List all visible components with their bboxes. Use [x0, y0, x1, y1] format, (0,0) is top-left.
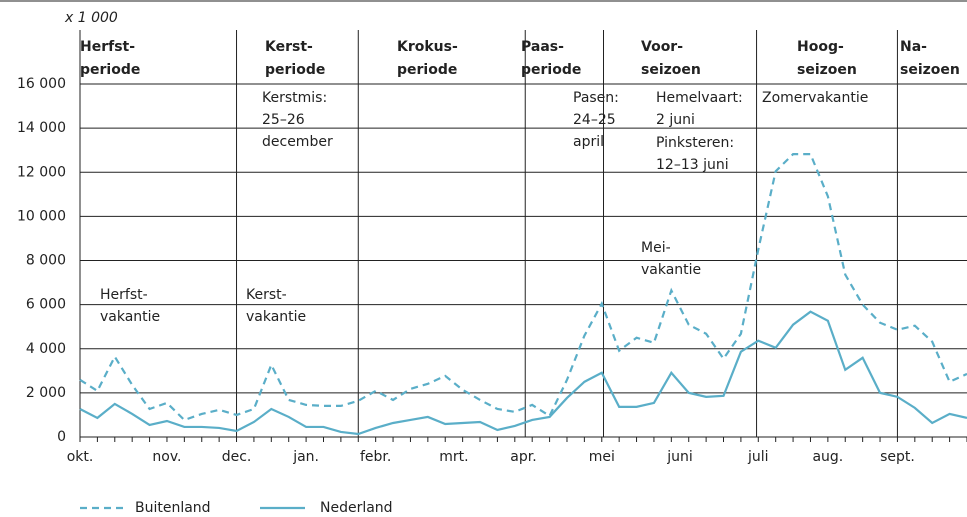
annotation: 2 juni: [656, 112, 695, 128]
annotation: Herfst-: [100, 287, 148, 303]
x-tick-label: mei: [589, 449, 615, 465]
annotation: Mei-: [641, 240, 671, 256]
period-label: Na-: [900, 39, 927, 55]
y-tick-label: 14 000: [17, 120, 66, 136]
annotation: Pinksteren:: [656, 135, 734, 151]
period-label: Hoog-: [797, 39, 844, 55]
period-label: Krokus-: [397, 39, 458, 55]
annotation: Pasen:: [573, 90, 619, 106]
period-label: periode: [265, 62, 325, 78]
period-label: periode: [397, 62, 457, 78]
x-tick-label: apr.: [510, 449, 536, 465]
period-label: Paas-: [521, 39, 564, 55]
x-tick-label: sept.: [880, 449, 915, 465]
annotation: 12–13 juni: [656, 157, 729, 173]
annotation: Hemelvaart:: [656, 90, 743, 106]
series-line: [79, 153, 967, 422]
x-tick-label: dec.: [222, 449, 252, 465]
x-tick-label: okt.: [67, 449, 94, 465]
period-label: seizoen: [900, 62, 960, 78]
series-line: [79, 310, 967, 436]
y-tick-label: 6 000: [26, 297, 66, 313]
annotation: 25–26: [262, 112, 305, 128]
y-tick-label: 16 000: [17, 76, 66, 92]
x-tick-label: jan.: [292, 449, 319, 465]
annotation: Kerstmis:: [262, 90, 327, 106]
unit-label: x 1 000: [64, 10, 118, 26]
x-tick-label: mrt.: [439, 449, 468, 465]
annotation: vakantie: [246, 309, 306, 325]
annotation: Kerst-: [246, 287, 287, 303]
period-label: Kerst-: [265, 39, 313, 55]
period-label: Voor-: [641, 39, 683, 55]
period-label: seizoen: [797, 62, 857, 78]
x-tick-label: juli: [747, 449, 769, 465]
x-tick-label: aug.: [812, 449, 843, 465]
y-tick-label: 12 000: [17, 164, 66, 180]
legend-label: Nederland: [320, 500, 393, 516]
period-label: Herfst-: [80, 39, 135, 55]
annotation: 24–25: [573, 112, 616, 128]
period-label: periode: [80, 62, 140, 78]
annotation: april: [573, 134, 604, 150]
period-label: periode: [521, 62, 581, 78]
annotation: december: [262, 134, 333, 150]
period-label: seizoen: [641, 62, 701, 78]
y-tick-label: 10 000: [17, 208, 66, 224]
annotation: Zomervakantie: [762, 90, 868, 106]
y-tick-label: 4 000: [26, 341, 66, 357]
x-tick-label: nov.: [152, 449, 181, 465]
annotation: vakantie: [641, 262, 701, 278]
x-tick-label: febr.: [360, 449, 391, 465]
legend-label: Buitenland: [135, 500, 211, 516]
y-tick-label: 8 000: [26, 253, 66, 269]
annotation: vakantie: [100, 309, 160, 325]
y-tick-label: 0: [57, 429, 66, 445]
y-tick-label: 2 000: [26, 385, 66, 401]
x-tick-label: juni: [666, 449, 693, 465]
